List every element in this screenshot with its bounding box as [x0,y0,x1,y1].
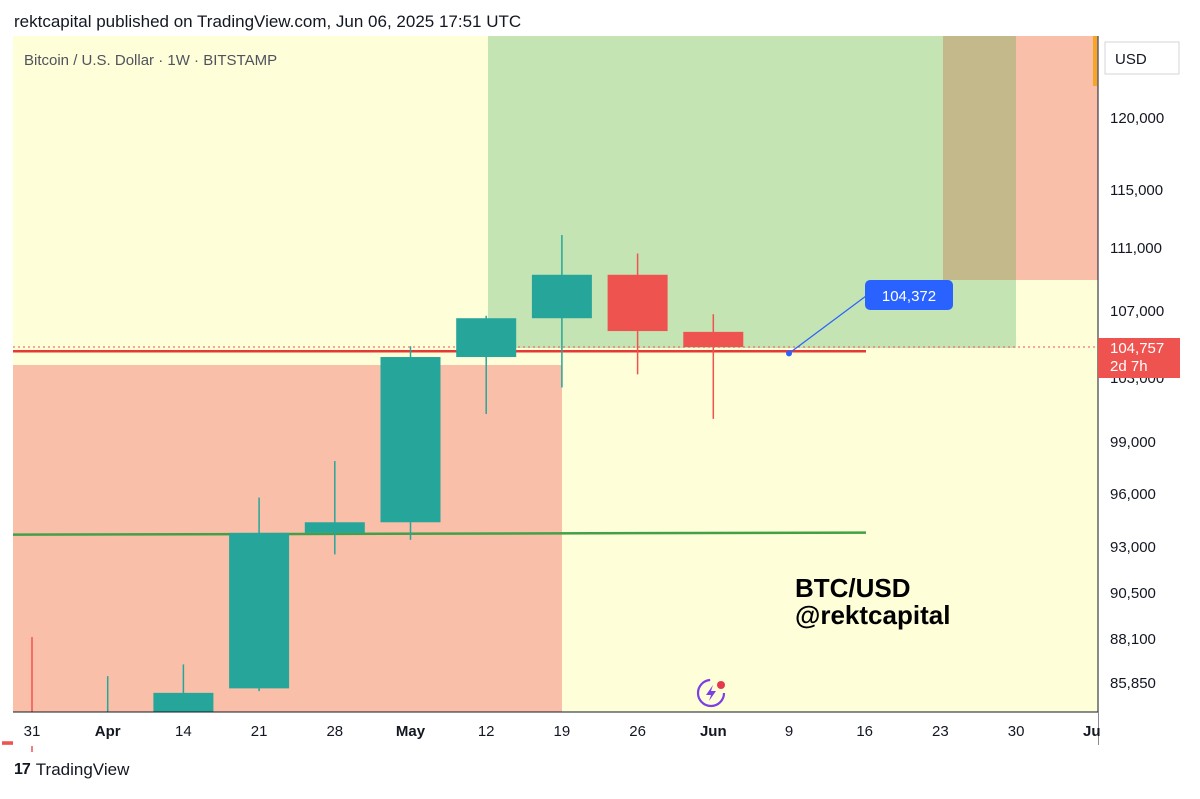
x-tick-label: Jun [700,723,727,740]
candle-19[interactable] [531,234,592,388]
candle-May[interactable] [380,346,441,540]
y-tick-label: 111,000 [1110,240,1162,257]
watermark-line-2: @rektcapital [795,600,950,630]
publish-header: rektcapital published on TradingView.com… [14,12,522,31]
y-tick-label: 115,000 [1110,182,1163,199]
currency-label: USD [1115,51,1147,68]
callout-box[interactable] [865,280,953,310]
time-axis[interactable] [13,712,1098,746]
y-tick-label: 90,500 [1110,585,1156,602]
y-ticks: 120,000 115,000 111,000 107,000 99,000 96,000… [1110,110,1164,692]
y-tick-label: 120,000 [1110,110,1164,127]
watermark-line-1: BTC/USD [795,573,911,603]
x-tick-label: 31 [24,723,41,740]
x-tick-label: 12 [478,723,495,740]
candle-body [531,274,592,319]
tradingview-logo[interactable]: 17 TradingView [14,760,129,780]
candle-body [229,532,290,689]
candle-body [456,318,517,358]
candle-body [380,357,441,523]
candle-12[interactable] [456,315,517,414]
candle-26[interactable] [607,253,668,375]
candle-21[interactable] [229,497,290,692]
y-tick-label: 107,000 [1110,303,1164,320]
levels-layer [12,346,1098,536]
y-tick-label: 99,000 [1110,434,1156,451]
y-tick-label: 85,850 [1110,675,1156,692]
orange-edge [1093,36,1097,86]
candle-body [304,522,365,533]
x-tick-label: 23 [932,723,949,740]
callout-anchor-dot[interactable] [786,350,792,357]
x-tick-label: Ju [1083,723,1101,740]
support-line[interactable] [12,531,867,536]
candle-14[interactable] [153,664,214,715]
x-tick-label: May [396,723,426,740]
candle-28[interactable] [304,461,365,555]
callout-connector [788,295,867,354]
red-zone-upper [1016,36,1098,280]
lightning-icon[interactable] [696,678,726,708]
candle-body [683,331,744,347]
x-tick-label: 30 [1008,723,1025,740]
x-tick-label: 16 [856,723,873,740]
tradingview-brand: TradingView [35,760,130,779]
chart-title: Bitcoin / U.S. Dollar · 1W · BITSTAMP [24,52,277,69]
tradingview-mark-icon: 17 [14,761,31,778]
last-price-countdown: 2d 7h [1110,358,1148,375]
x-tick-label: 26 [629,723,646,740]
last-price-box[interactable] [1098,338,1180,378]
x-tick-label: 14 [175,723,192,740]
olive-zone [943,36,1016,280]
x-tick-label: 21 [251,723,268,740]
candle-Jun[interactable] [683,314,744,419]
x-tick-label: Apr [95,723,121,740]
candle-body [607,274,668,332]
x-tick-label: 28 [326,723,343,740]
x-tick-label: 9 [785,723,793,740]
x-ticks: 31 Apr 14 21 28 May 12 19 26 Jun 9 16 23 30 Ju [24,723,1101,740]
y-tick-label: 96,000 [1110,486,1156,503]
callout-label: 104,372 [882,288,936,305]
candle-body [153,692,214,713]
y-tick-label: 93,000 [1110,539,1156,556]
x-tick-label: 19 [554,723,571,740]
last-price-value: 104,757 [1110,340,1164,357]
y-tick-label: 88,100 [1110,631,1156,648]
currency-box[interactable] [1104,41,1180,75]
